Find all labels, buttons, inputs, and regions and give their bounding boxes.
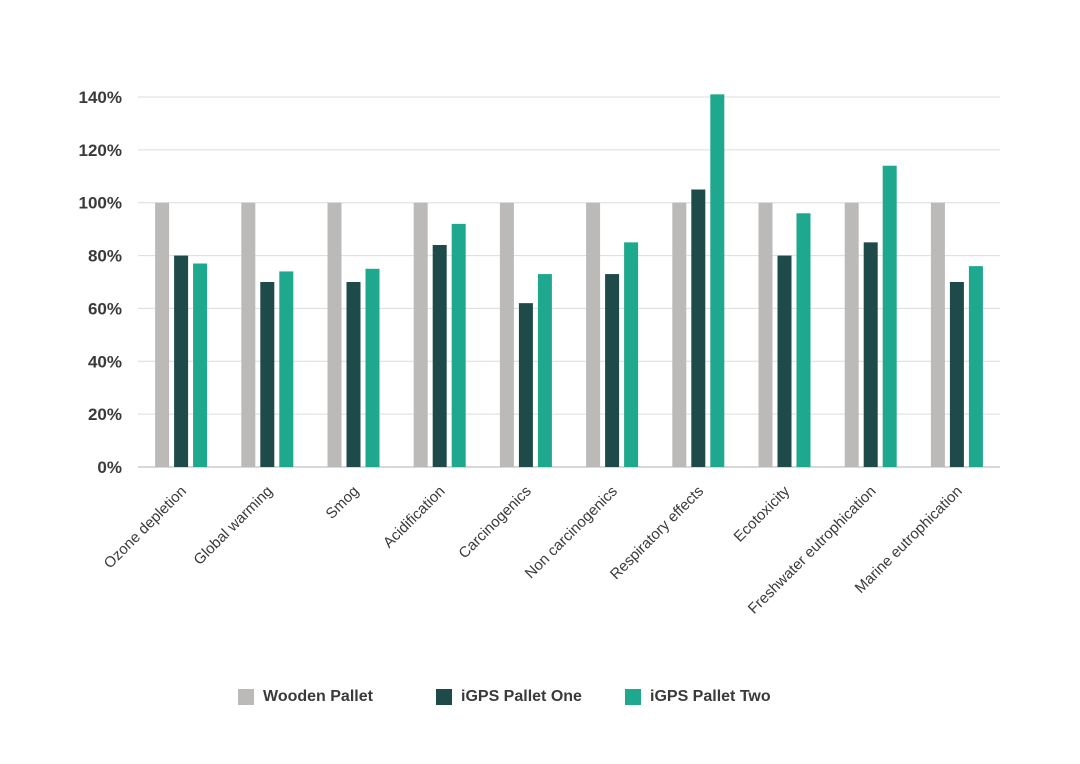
bar-wooden-pallet-global-warming: [241, 202, 256, 467]
bar-igps-pallet-one-respiratory-effects: [691, 189, 706, 467]
bar-igps-pallet-two-global-warming: [279, 271, 294, 467]
bar-wooden-pallet-non-carcinogenics: [586, 202, 601, 467]
bar-igps-pallet-one-smog: [346, 282, 361, 467]
legend-swatch-igps-pallet-two: [625, 689, 641, 705]
x-tick-label: Ozone depletion: [101, 483, 190, 572]
y-tick-label: 60%: [88, 299, 122, 318]
x-tick-label: Acidification: [380, 483, 449, 552]
y-tick-label: 40%: [88, 352, 122, 371]
legend-item-wooden-pallet: Wooden Pallet: [238, 688, 373, 706]
x-tick-label: Carcinogenics: [455, 483, 534, 562]
bar-igps-pallet-two-acidification: [451, 223, 466, 467]
bar-wooden-pallet-ozone-depletion: [155, 202, 170, 467]
x-tick-label: Ecotoxicity: [731, 482, 794, 545]
bar-igps-pallet-two-ozone-depletion: [193, 263, 208, 467]
x-tick-label: Respiratory effects: [607, 483, 707, 583]
legend-label-igps-pallet-one: iGPS Pallet One: [461, 688, 582, 705]
bar-igps-pallet-one-marine-eutrophication: [949, 282, 964, 467]
bar-wooden-pallet-respiratory-effects: [672, 202, 687, 467]
legend: Wooden Pallet iGPS Pallet One iGPS Palle…: [0, 688, 1080, 712]
bar-wooden-pallet-acidification: [413, 202, 428, 467]
bar-igps-pallet-two-respiratory-effects: [710, 94, 725, 467]
legend-item-igps-pallet-one: iGPS Pallet One: [436, 688, 582, 706]
y-tick-label: 80%: [88, 247, 122, 266]
bar-igps-pallet-one-ecotoxicity: [777, 255, 792, 467]
y-tick-label: 140%: [79, 88, 122, 107]
bar-igps-pallet-one-freshwater-eutrophication: [863, 242, 878, 467]
legend-label-igps-pallet-two: iGPS Pallet Two: [650, 688, 771, 705]
bar-igps-pallet-one-global-warming: [260, 282, 275, 467]
bar-wooden-pallet-ecotoxicity: [758, 202, 773, 467]
bar-wooden-pallet-marine-eutrophication: [930, 202, 945, 467]
bar-igps-pallet-two-non-carcinogenics: [624, 242, 639, 467]
y-axis-ticks: 0% 20% 40% 60% 80% 100% 120% 140%: [79, 88, 122, 477]
y-tick-label: 120%: [79, 141, 122, 160]
legend-item-igps-pallet-two: iGPS Pallet Two: [625, 688, 771, 706]
x-tick-label: Smog: [323, 483, 363, 523]
bar-wooden-pallet-carcinogenics: [499, 202, 514, 467]
legend-swatch-igps-pallet-one: [436, 689, 452, 705]
bar-igps-pallet-one-non-carcinogenics: [605, 274, 620, 467]
legend-label-wooden-pallet: Wooden Pallet: [263, 688, 373, 705]
y-tick-label: 20%: [88, 405, 122, 424]
bar-igps-pallet-two-marine-eutrophication: [968, 266, 983, 467]
x-tick-label: Global warming: [190, 483, 276, 569]
x-tick-label: Non carcinogenics: [522, 483, 621, 582]
bar-igps-pallet-two-carcinogenics: [537, 274, 552, 467]
bars: [155, 94, 983, 467]
bar-wooden-pallet-freshwater-eutrophication: [844, 202, 859, 467]
bar-igps-pallet-two-ecotoxicity: [796, 213, 811, 467]
bar-igps-pallet-two-freshwater-eutrophication: [882, 165, 897, 467]
legend-swatch-wooden-pallet: [238, 689, 254, 705]
bar-igps-pallet-one-ozone-depletion: [174, 255, 189, 467]
y-tick-label: 0%: [97, 458, 122, 477]
bar-igps-pallet-one-acidification: [432, 245, 447, 467]
bar-igps-pallet-one-carcinogenics: [518, 303, 533, 467]
x-axis-ticks: Ozone depletion Global warming Smog Acidifi…: [101, 482, 966, 617]
bar-wooden-pallet-smog: [327, 202, 342, 467]
bar-igps-pallet-two-smog: [365, 268, 380, 467]
y-tick-label: 100%: [79, 194, 122, 213]
